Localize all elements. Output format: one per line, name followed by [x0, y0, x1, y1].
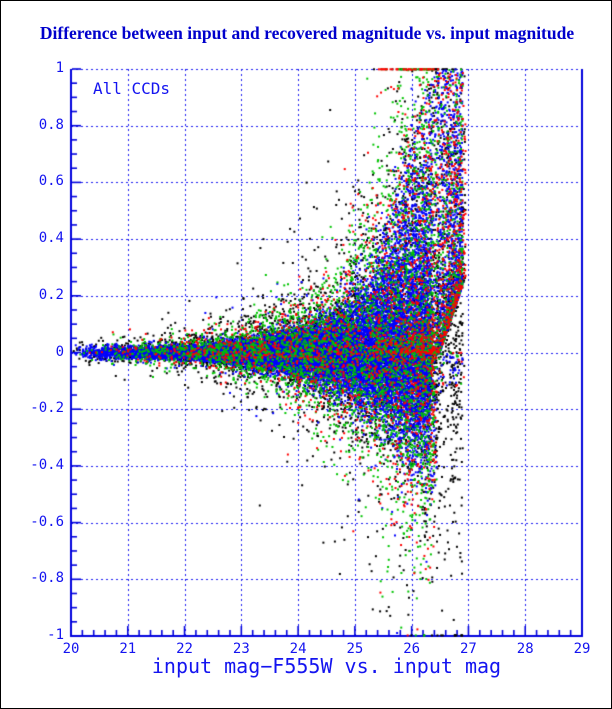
x-tick-label-29: 29	[573, 641, 591, 657]
y-tick-label--1: -1	[47, 627, 64, 643]
y-tick-label-0.6: 0.6	[38, 173, 64, 190]
x-tick-label-23: 23	[232, 641, 250, 657]
x-tick-label-21: 21	[119, 641, 137, 657]
annotation-all-ccds: All CCDs	[93, 79, 171, 98]
x-tick-label-25: 25	[346, 641, 364, 657]
x-tick-label-24: 24	[289, 641, 307, 657]
x-tick-label-26: 26	[403, 641, 421, 657]
x-tick-label-27: 27	[460, 641, 477, 657]
y-tick-label-0.8: 0.8	[38, 116, 64, 133]
y-tick-label--0.6: -0.6	[30, 513, 64, 530]
x-tick-label-22: 22	[176, 641, 193, 657]
y-tick-label--0.8: -0.8	[30, 570, 64, 587]
y-tick-label--0.2: -0.2	[30, 400, 64, 417]
y-tick-label--0.4: -0.4	[30, 456, 64, 473]
x-tick-label-20: 20	[62, 641, 80, 657]
x-tick-label-28: 28	[516, 641, 534, 657]
y-tick-label-0.2: 0.2	[38, 286, 64, 303]
x-axis-label: input mag−F555W vs. input mag	[151, 654, 502, 678]
y-tick-label-0: 0	[55, 343, 64, 360]
y-tick-label-1: 1	[55, 60, 64, 76]
y-tick-label-0.4: 0.4	[38, 230, 64, 247]
